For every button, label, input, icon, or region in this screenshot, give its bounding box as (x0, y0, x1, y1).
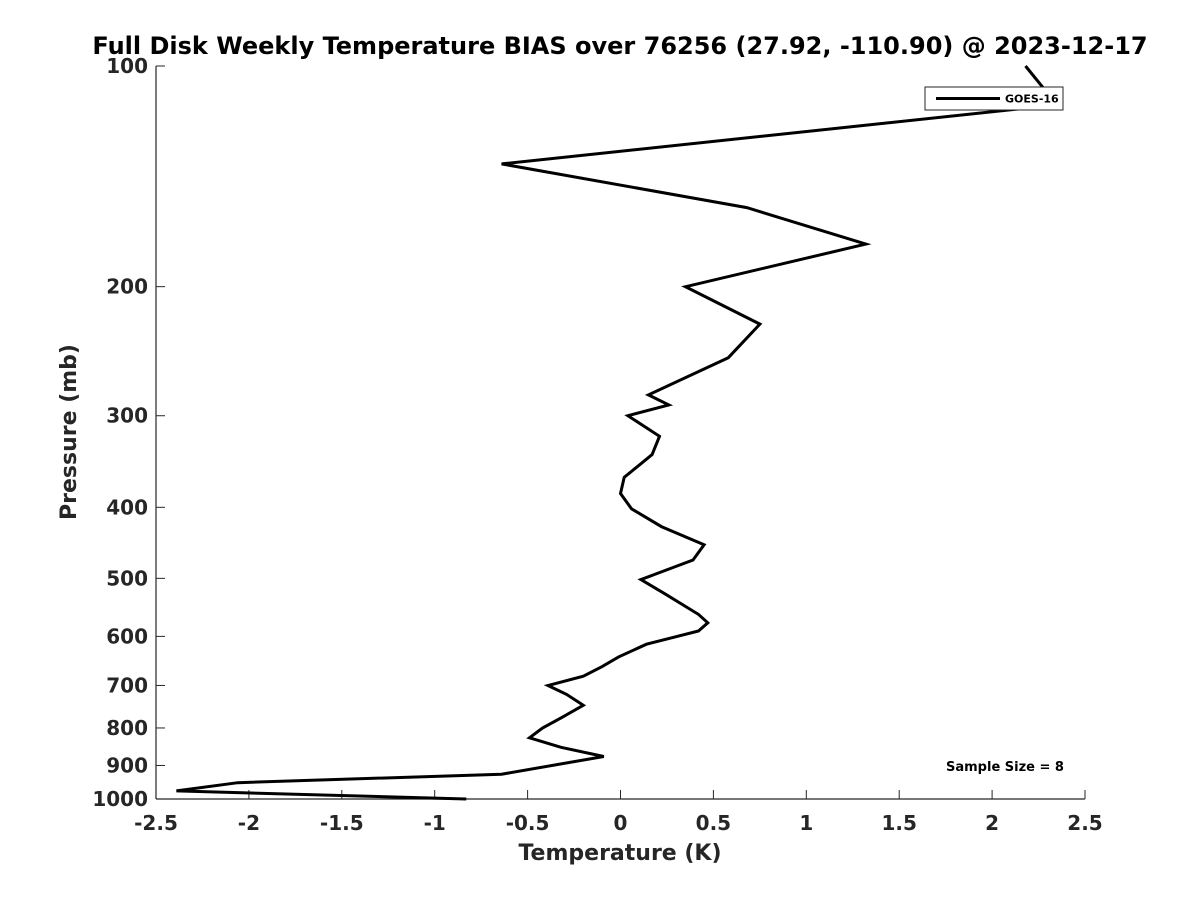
x-tick-label: -2.5 (134, 811, 178, 835)
y-tick-label: 400 (106, 495, 148, 519)
y-tick-label: 100 (106, 54, 148, 78)
y-tick-label: 700 (106, 673, 148, 697)
y-ticks: 100 200 300 400 500 600 700 800 900 1000 (92, 54, 165, 811)
sample-size-annotation: Sample Size = 8 (946, 760, 1064, 775)
x-tick-label: 0.5 (696, 811, 731, 835)
x-tick-label: 2.5 (1067, 811, 1102, 835)
legend: GOES-16 (924, 86, 1064, 111)
y-tick-label: 200 (106, 275, 148, 299)
y-tick-label: 600 (106, 624, 148, 648)
x-tick-label: -1 (424, 811, 446, 835)
x-tick-label: 0 (614, 811, 628, 835)
series-layer (176, 65, 1061, 801)
x-tick-label: -0.5 (506, 811, 550, 835)
x-axis-label: Temperature (K) (518, 841, 721, 866)
x-tick-label: 1 (799, 811, 813, 835)
series-line-goes-16 (176, 65, 1061, 801)
legend-label-goes-16: GOES-16 (1005, 93, 1059, 106)
x-tick-label: 1.5 (881, 811, 916, 835)
chart-title: Full Disk Weekly Temperature BIAS over 7… (92, 32, 1147, 60)
x-ticks: -2.5 -2 -1.5 -1 -0.5 0 0.5 1 1.5 2 2.5 (134, 790, 1103, 835)
x-tick-label: -1.5 (320, 811, 364, 835)
x-tick-label: 2 (985, 811, 999, 835)
y-tick-label: 500 (106, 566, 148, 590)
y-tick-label: 900 (106, 753, 148, 777)
y-axis-label: Pressure (mb) (57, 344, 82, 520)
y-tick-label: 300 (106, 404, 148, 428)
y-tick-label: 1000 (92, 787, 148, 811)
y-tick-label: 800 (106, 716, 148, 740)
x-tick-label: -2 (238, 811, 260, 835)
plot-area (156, 66, 1085, 799)
